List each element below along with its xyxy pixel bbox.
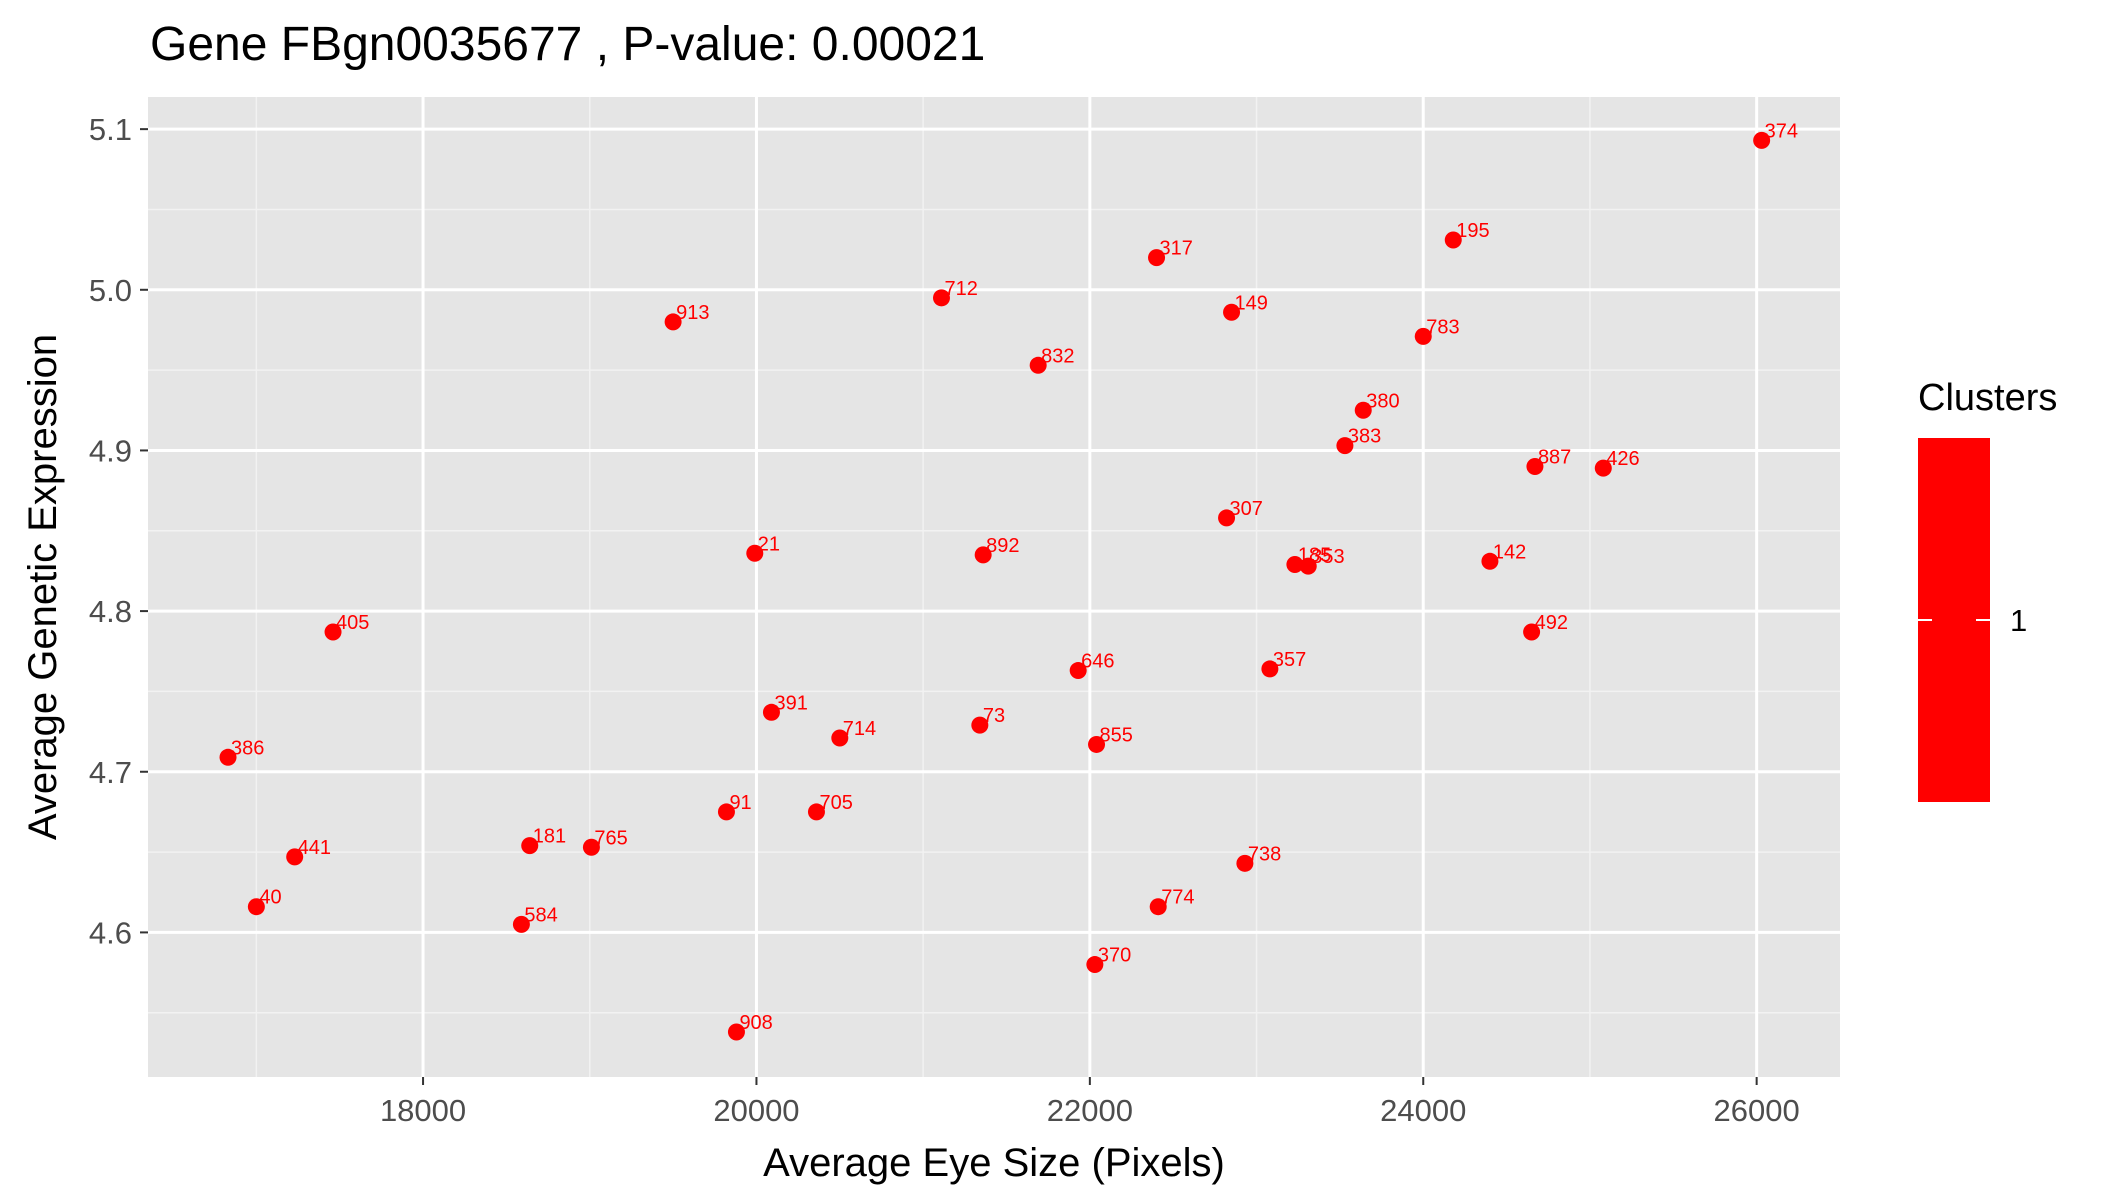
point-label: 386: [231, 737, 264, 759]
x-tick-label: 18000: [380, 1093, 466, 1128]
point-label: 646: [1081, 651, 1114, 673]
point-label: 383: [1348, 426, 1381, 448]
x-axis-title: Average Eye Size (Pixels): [763, 1141, 1225, 1185]
x-tick-label: 26000: [1714, 1093, 1800, 1128]
x-tick-label: 22000: [1047, 1093, 1133, 1128]
plot-panel: [148, 97, 1840, 1077]
point-label: 892: [986, 535, 1019, 557]
point-label: 374: [1765, 120, 1798, 142]
y-tick-label: 4.8: [89, 594, 132, 629]
point-label: 391: [774, 692, 807, 714]
point-label: 765: [594, 827, 627, 849]
point-label: 21: [758, 533, 780, 555]
point-label: 441: [298, 837, 331, 859]
point-label: 380: [1366, 390, 1399, 412]
point-label: 317: [1160, 238, 1193, 260]
point-label: 492: [1535, 612, 1568, 634]
point-label: 181: [533, 826, 566, 848]
y-tick-label: 5.1: [89, 112, 132, 147]
point-label: 91: [729, 792, 751, 814]
point-label: 307: [1230, 498, 1263, 520]
legend-label: 1: [2010, 603, 2027, 638]
x-axis-ticks: 18000 20000 22000 24000 26000: [380, 1077, 1800, 1128]
point-label: 405: [336, 612, 369, 634]
chart-title: Gene FBgn0035677 , P-value: 0.00021: [150, 18, 985, 71]
point-label: 40: [259, 887, 281, 909]
point-label: 149: [1235, 292, 1268, 314]
point-label: 357: [1273, 649, 1306, 671]
point-label: 712: [944, 278, 977, 300]
point-label: 705: [819, 792, 852, 814]
point-label: 353: [1311, 546, 1344, 568]
y-tick-label: 4.6: [89, 915, 132, 950]
point-label: 426: [1606, 448, 1639, 470]
y-axis-title: Average Genetic Expression: [21, 334, 65, 840]
point-label: 783: [1426, 316, 1459, 338]
point-label: 73: [983, 705, 1005, 727]
point-label: 584: [524, 904, 557, 926]
point-label: 908: [739, 1012, 772, 1034]
y-axis-ticks: 4.6 4.7 4.8 4.9 5.0 5.1: [89, 112, 148, 950]
point-label: 887: [1538, 447, 1571, 469]
y-tick-label: 4.7: [89, 755, 132, 790]
x-tick-label: 20000: [713, 1093, 799, 1128]
point-label: 855: [1100, 724, 1133, 746]
point-label: 142: [1493, 541, 1526, 563]
point-label: 913: [676, 302, 709, 324]
legend-title: Clusters: [1918, 377, 2057, 419]
legend: Clusters 1: [1918, 377, 2057, 802]
point-label: 370: [1098, 945, 1131, 967]
point-label: 195: [1456, 220, 1489, 242]
point-label: 774: [1161, 887, 1194, 909]
x-tick-label: 24000: [1380, 1093, 1466, 1128]
y-tick-label: 5.0: [89, 273, 132, 308]
point-label: 714: [843, 718, 876, 740]
y-tick-label: 4.9: [89, 433, 132, 468]
point-label: 832: [1041, 345, 1074, 367]
point-label: 738: [1248, 843, 1281, 865]
